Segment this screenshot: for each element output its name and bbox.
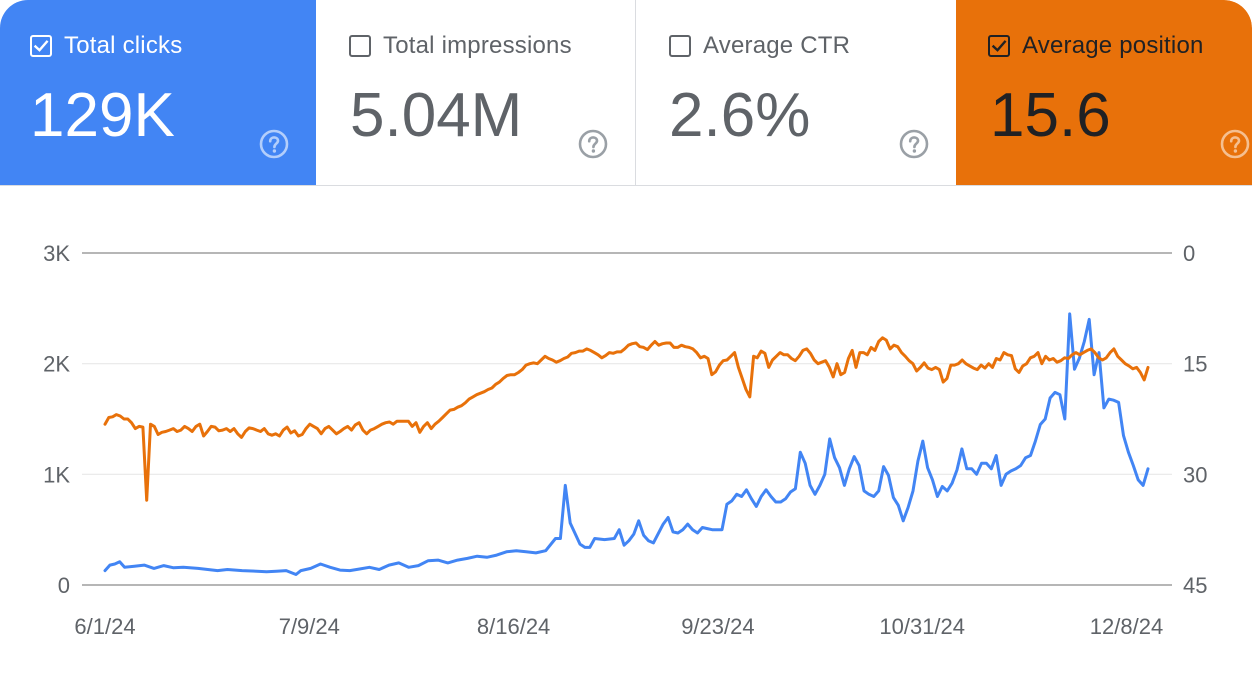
help-icon[interactable] (899, 129, 929, 159)
series-group (103, 312, 1150, 576)
grid-lines (82, 252, 1172, 586)
y-right-tick-label: 30 (1183, 462, 1207, 487)
x-tick-label: 7/9/24 (279, 614, 340, 639)
series-line-total-clicks (103, 312, 1150, 576)
help-icon[interactable] (1220, 129, 1250, 159)
metric-label: Total impressions (383, 32, 572, 59)
x-tick-label: 9/23/24 (681, 614, 754, 639)
series-line-average-position (103, 336, 1150, 502)
checkbox-checked-icon[interactable] (30, 35, 52, 57)
y-left-tick-label: 1K (43, 462, 70, 487)
y-left-tick-label: 3K (43, 241, 70, 266)
metric-label: Average position (1022, 32, 1204, 59)
y-left-tick-label: 2K (43, 352, 70, 377)
metric-value: 129K (30, 81, 175, 150)
right-axis-ticks: 0 15 30 45 (1183, 241, 1207, 598)
x-tick-label: 8/16/24 (477, 614, 550, 639)
x-tick-label: 12/8/24 (1090, 614, 1163, 639)
y-right-tick-label: 15 (1183, 352, 1207, 377)
metric-value: 2.6% (669, 81, 811, 150)
help-icon[interactable] (259, 129, 289, 159)
metric-label: Average CTR (703, 32, 851, 59)
checkbox-unchecked-icon[interactable] (669, 35, 691, 57)
metric-card-average-ctr[interactable]: Average CTR 2.6% (636, 0, 956, 185)
x-tick-label: 10/31/24 (879, 614, 965, 639)
metric-card-total-impressions[interactable]: Total impressions 5.04M (316, 0, 636, 185)
y-right-tick-label: 0 (1183, 241, 1195, 266)
help-icon[interactable] (578, 129, 608, 159)
metric-card-average-position[interactable]: Average position 15.6 (956, 0, 1252, 185)
y-left-tick-label: 0 (58, 573, 70, 598)
x-tick-label: 6/1/24 (74, 614, 135, 639)
metric-cards: Total clicks 129K Total impressions 5.04… (0, 0, 1252, 186)
metric-value: 15.6 (990, 81, 1111, 150)
metric-value: 5.04M (350, 81, 523, 150)
metric-card-total-clicks[interactable]: Total clicks 129K (0, 0, 316, 185)
metric-label: Total clicks (64, 32, 183, 59)
y-right-tick-label: 45 (1183, 573, 1207, 598)
x-axis-ticks: 6/1/24 7/9/24 8/16/24 9/23/24 10/31/24 12/8/2… (74, 614, 1163, 639)
performance-line-chart: 0 1K 2K 3K 0 15 30 45 6/1/24 7/9/24 8/16/24 9/23/… (43, 241, 1207, 639)
left-axis-ticks: 0 1K 2K 3K (43, 241, 70, 598)
checkbox-checked-icon[interactable] (988, 35, 1010, 57)
checkbox-unchecked-icon[interactable] (349, 35, 371, 57)
